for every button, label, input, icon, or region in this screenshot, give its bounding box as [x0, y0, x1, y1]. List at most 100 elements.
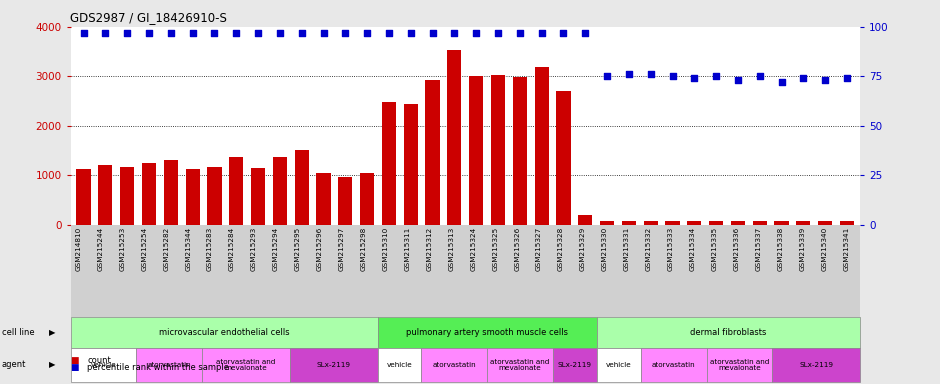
Text: ▶: ▶	[49, 328, 55, 337]
Text: dermal fibroblasts: dermal fibroblasts	[690, 328, 767, 337]
Point	[119, 30, 134, 36]
Text: ■: ■	[70, 363, 79, 372]
Point	[98, 30, 113, 36]
Bar	[294, 151, 309, 225]
Text: vehicle: vehicle	[90, 362, 117, 368]
Bar	[403, 104, 418, 225]
Bar	[317, 173, 331, 225]
Point	[665, 73, 680, 79]
Bar	[273, 157, 287, 225]
Point	[512, 30, 527, 36]
Point	[578, 30, 593, 36]
Bar	[666, 221, 680, 225]
Text: GSM215341: GSM215341	[843, 227, 849, 271]
Point	[709, 73, 724, 79]
Bar	[731, 221, 745, 225]
Bar	[185, 169, 199, 225]
Text: GSM215329: GSM215329	[580, 227, 586, 271]
Bar	[556, 91, 571, 225]
Bar	[775, 221, 789, 225]
Bar	[382, 102, 396, 225]
Bar	[469, 76, 483, 225]
Point	[818, 77, 833, 83]
Point	[556, 30, 571, 36]
Text: GSM215313: GSM215313	[448, 227, 454, 271]
Bar	[164, 160, 178, 225]
Point	[228, 30, 243, 36]
Point	[600, 73, 615, 79]
Point	[839, 75, 854, 81]
Text: atorvastatin and
mevalonate: atorvastatin and mevalonate	[216, 359, 275, 371]
Point	[294, 30, 309, 36]
Text: GSM215331: GSM215331	[624, 227, 630, 271]
Point	[730, 77, 745, 83]
Bar	[208, 167, 222, 225]
Point	[207, 30, 222, 36]
Text: GDS2987 / GI_18426910-S: GDS2987 / GI_18426910-S	[70, 12, 227, 25]
Point	[621, 71, 636, 78]
Text: atorvastatin: atorvastatin	[148, 362, 191, 368]
Text: GSM215334: GSM215334	[690, 227, 696, 271]
Bar	[644, 221, 658, 225]
Bar	[360, 173, 374, 225]
Point	[534, 30, 549, 36]
Bar	[76, 169, 90, 225]
Point	[774, 79, 789, 85]
Bar	[338, 177, 352, 225]
Text: SLx-2119: SLx-2119	[317, 362, 351, 368]
Text: GSM215324: GSM215324	[470, 227, 477, 271]
Text: GSM215325: GSM215325	[493, 227, 498, 271]
Text: GSM215282: GSM215282	[164, 227, 169, 271]
Text: GSM215332: GSM215332	[646, 227, 651, 271]
Text: GSM215326: GSM215326	[514, 227, 520, 271]
Text: GSM215311: GSM215311	[404, 227, 411, 271]
Bar	[512, 77, 527, 225]
Bar	[120, 167, 134, 225]
Text: atorvastatin and
mevalonate: atorvastatin and mevalonate	[491, 359, 550, 371]
Bar	[687, 221, 701, 225]
Text: GSM215254: GSM215254	[141, 227, 148, 271]
Point	[185, 30, 200, 36]
Text: atorvastatin and
mevalonate: atorvastatin and mevalonate	[710, 359, 769, 371]
Point	[752, 73, 767, 79]
Bar	[621, 221, 636, 225]
Bar	[491, 75, 505, 225]
Text: ■: ■	[70, 356, 79, 365]
Text: GSM215294: GSM215294	[273, 227, 279, 271]
Text: GSM215293: GSM215293	[251, 227, 257, 271]
Text: cell line: cell line	[2, 328, 35, 337]
Bar	[578, 215, 592, 225]
Point	[273, 30, 288, 36]
Bar	[426, 80, 440, 225]
Point	[491, 30, 506, 36]
Text: GSM215337: GSM215337	[756, 227, 761, 271]
Text: GSM215333: GSM215333	[667, 227, 674, 271]
Point	[425, 30, 440, 36]
Point	[643, 71, 658, 78]
Text: GSM215298: GSM215298	[361, 227, 367, 271]
Text: GSM215295: GSM215295	[295, 227, 301, 271]
Text: GSM215284: GSM215284	[229, 227, 235, 271]
Text: GSM215244: GSM215244	[98, 227, 103, 271]
Text: GSM215312: GSM215312	[427, 227, 432, 271]
Bar	[818, 221, 832, 225]
Text: GSM215327: GSM215327	[536, 227, 542, 271]
Point	[403, 30, 418, 36]
Point	[337, 30, 352, 36]
Text: GSM215253: GSM215253	[119, 227, 125, 271]
Text: SLx-2119: SLx-2119	[799, 362, 833, 368]
Point	[382, 30, 397, 36]
Text: GSM214810: GSM214810	[75, 227, 82, 271]
Text: GSM215340: GSM215340	[822, 227, 827, 271]
Text: GSM215297: GSM215297	[338, 227, 345, 271]
Point	[687, 75, 702, 81]
Text: GSM215330: GSM215330	[602, 227, 608, 271]
Point	[164, 30, 179, 36]
Text: GSM215344: GSM215344	[185, 227, 191, 271]
Bar	[840, 221, 854, 225]
Text: vehicle: vehicle	[606, 362, 632, 368]
Point	[360, 30, 375, 36]
Bar	[600, 221, 614, 225]
Point	[469, 30, 484, 36]
Text: count: count	[87, 356, 111, 365]
